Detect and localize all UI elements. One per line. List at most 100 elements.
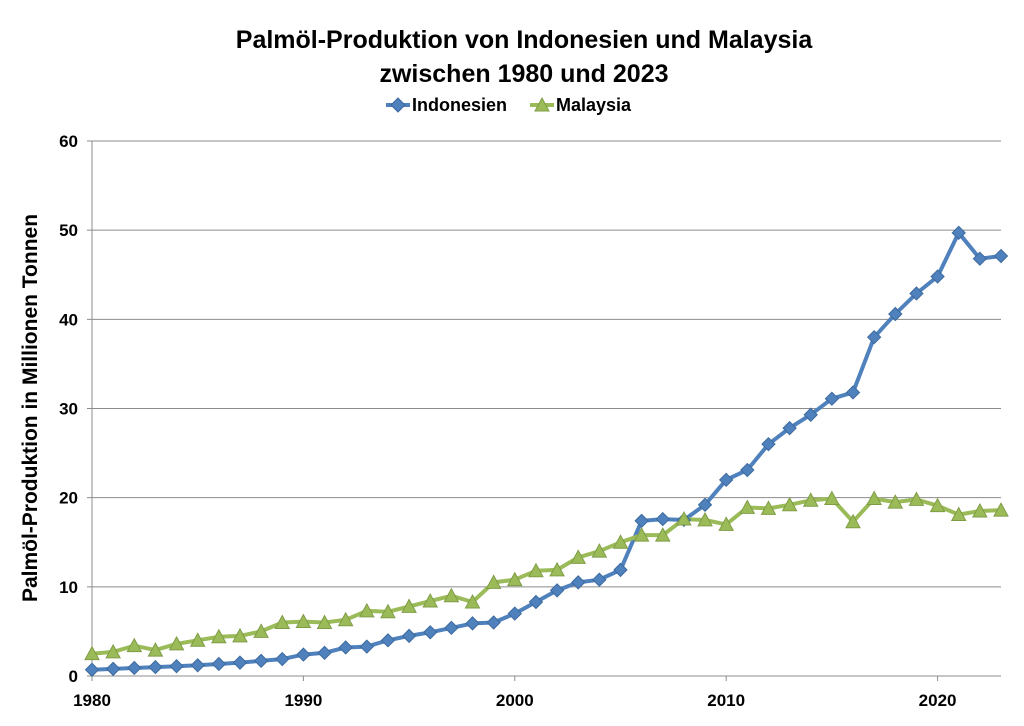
y-tick-label: 40 [59, 310, 78, 329]
legend-marker-indonesien [390, 97, 406, 113]
data-point-malaysia [401, 598, 417, 613]
data-point-indonesien [951, 225, 966, 241]
data-point-indonesien [465, 616, 480, 631]
data-point-malaysia [908, 491, 925, 506]
x-tick-label: 2000 [496, 691, 534, 710]
data-point-malaysia [654, 527, 671, 542]
data-point-malaysia [316, 614, 333, 629]
data-point-indonesien [528, 594, 544, 610]
data-point-malaysia [824, 490, 840, 506]
series-line-indonesien [90, 230, 1003, 672]
data-point-indonesien [549, 583, 565, 598]
chart-title-line-1: Palmöl-Produktion von Indonesien und Mal… [236, 26, 814, 54]
data-point-indonesien [359, 639, 375, 654]
data-point-malaysia [84, 645, 100, 661]
data-point-malaysia [358, 602, 375, 618]
data-point-malaysia [570, 549, 587, 564]
data-point-indonesien [486, 615, 501, 630]
data-point-indonesien [993, 248, 1009, 264]
x-tick-label: 2010 [707, 691, 745, 710]
data-point-indonesien [148, 659, 163, 675]
series-line-malaysia [90, 496, 1003, 656]
data-point-indonesien [84, 662, 100, 677]
chart-title-line-2: zwischen 1980 und 2023 [379, 60, 668, 88]
y-tick-label: 50 [59, 221, 78, 240]
data-point-malaysia [929, 497, 946, 513]
data-point-malaysia [760, 500, 777, 515]
data-point-indonesien [909, 286, 924, 301]
data-point-malaysia [972, 502, 988, 518]
data-point-malaysia [718, 516, 735, 531]
y-axis-label: Palmöl-Produktion in Millionen Tonnen [19, 214, 42, 602]
y-tick-label: 10 [59, 578, 78, 597]
data-point-malaysia [528, 562, 544, 578]
data-point-indonesien [613, 562, 628, 578]
data-point-malaysia [189, 632, 206, 647]
legend-item-malaysia: Malaysia [530, 95, 632, 115]
data-point-indonesien [169, 658, 184, 674]
data-point-indonesien [803, 407, 818, 422]
data-point-malaysia [380, 603, 396, 619]
data-point-indonesien [930, 269, 945, 284]
data-point-malaysia [147, 642, 164, 657]
legend: Indonesien Malaysia [386, 95, 632, 115]
data-point-malaysia [676, 511, 692, 526]
data-point-malaysia [549, 561, 565, 577]
x-tick-label: 2020 [919, 691, 957, 710]
data-point-malaysia [443, 587, 460, 603]
y-tick-label: 30 [59, 400, 78, 419]
data-point-malaysia [612, 534, 629, 549]
data-point-malaysia [781, 496, 798, 512]
data-point-indonesien [232, 655, 248, 670]
data-point-malaysia [485, 574, 502, 589]
data-point-indonesien [253, 653, 269, 669]
data-point-malaysia [464, 593, 481, 609]
data-point-indonesien [401, 628, 417, 644]
data-point-malaysia [274, 614, 291, 629]
legend-label-malaysia: Malaysia [556, 95, 632, 115]
data-point-malaysia [697, 511, 713, 527]
data-point-indonesien [127, 660, 142, 676]
data-point-malaysia [739, 499, 756, 514]
data-point-malaysia [866, 490, 883, 506]
data-point-indonesien [105, 661, 121, 677]
data-point-indonesien [190, 658, 205, 673]
data-point-indonesien [655, 511, 670, 527]
data-point-indonesien [740, 462, 755, 478]
data-point-malaysia [422, 593, 439, 608]
data-point-indonesien [507, 606, 522, 621]
y-tick-label: 0 [69, 667, 78, 686]
data-point-indonesien [211, 656, 227, 672]
data-point-malaysia [232, 627, 248, 643]
y-tick-label: 60 [59, 132, 78, 151]
data-point-indonesien [782, 420, 797, 436]
data-point-indonesien [718, 472, 734, 488]
data-point-indonesien [423, 625, 438, 640]
data-point-malaysia [591, 543, 608, 558]
legend-marker-malaysia [534, 96, 550, 112]
data-point-malaysia [950, 506, 967, 522]
data-point-indonesien [761, 436, 776, 452]
data-point-indonesien [697, 497, 713, 513]
legend-label-indonesien: Indonesien [412, 95, 507, 115]
data-point-indonesien [444, 620, 459, 636]
data-point-indonesien [275, 651, 290, 667]
x-tick-label: 1990 [284, 691, 322, 710]
data-point-indonesien [888, 306, 903, 322]
data-point-indonesien [296, 647, 311, 662]
data-point-malaysia [337, 611, 354, 627]
data-point-indonesien [380, 633, 396, 648]
data-point-malaysia [295, 613, 312, 629]
data-point-malaysia [506, 571, 523, 587]
data-point-indonesien [866, 329, 882, 345]
data-point-malaysia [105, 643, 121, 659]
data-point-indonesien [571, 575, 586, 590]
data-point-indonesien [317, 645, 332, 661]
data-point-indonesien [824, 391, 840, 406]
y-tick-label: 20 [59, 489, 78, 508]
data-point-malaysia [126, 637, 143, 653]
data-point-malaysia [168, 635, 185, 651]
data-point-indonesien [592, 572, 607, 587]
data-point-indonesien [338, 640, 353, 655]
